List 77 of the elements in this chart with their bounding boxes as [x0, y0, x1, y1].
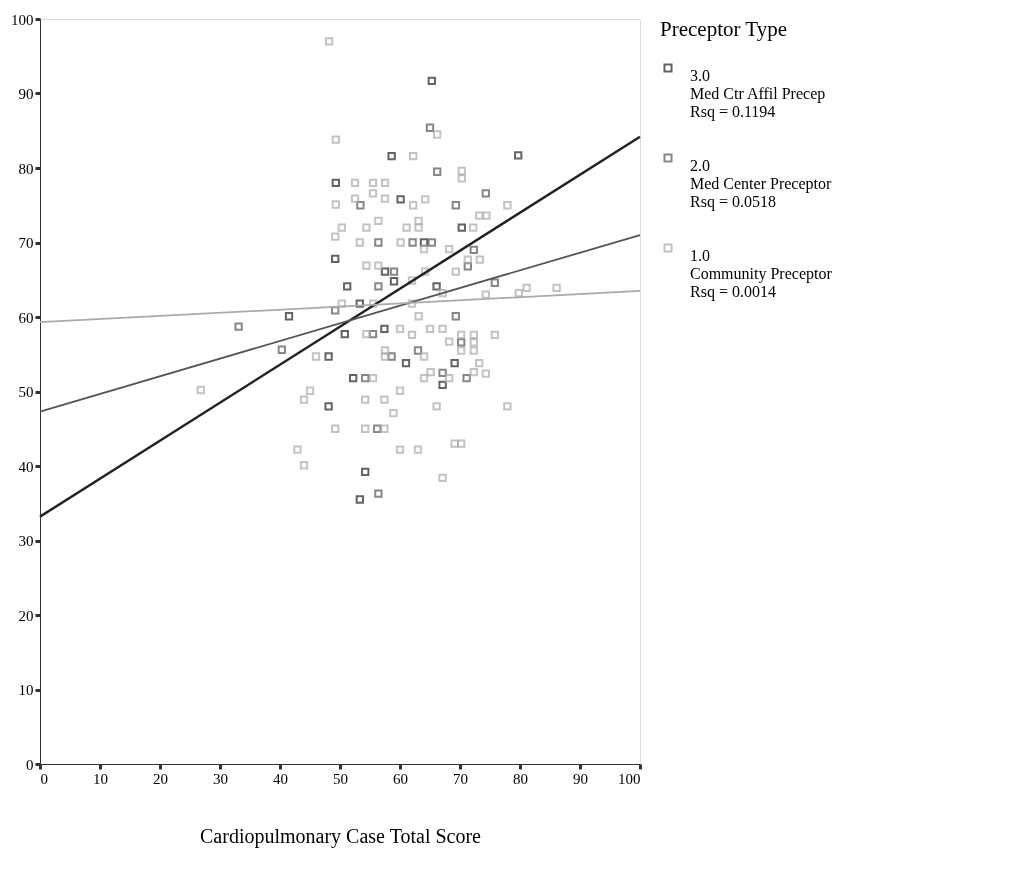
- x-tick-label: 50: [333, 770, 348, 787]
- legend-label: 3.0 Med Ctr Affil Precep Rsq = 0.1194: [690, 67, 826, 121]
- point: [396, 195, 405, 204]
- point: [450, 359, 459, 368]
- x-tick-label: 10: [93, 770, 108, 787]
- point: [380, 267, 390, 276]
- x-tick-label: 70: [453, 770, 468, 787]
- point: [331, 178, 340, 188]
- x-tick-label: 20: [153, 770, 168, 787]
- x-tick-label: 90: [573, 770, 588, 787]
- point: [514, 151, 523, 160]
- point: [374, 489, 383, 498]
- legend-label: 2.0 Med Center Preceptor Rsq = 0.0518: [690, 157, 832, 211]
- point: [374, 238, 383, 247]
- point: [438, 380, 447, 389]
- point: [432, 282, 441, 291]
- point: [361, 373, 370, 383]
- x-tick-label: 80: [513, 770, 528, 787]
- point: [324, 402, 333, 411]
- x-tick-label: 40: [273, 770, 288, 787]
- point: [368, 329, 378, 339]
- point: [373, 424, 382, 433]
- point: [277, 345, 286, 354]
- point: [451, 201, 460, 210]
- y-tick-label: 10: [18, 682, 34, 698]
- point: [413, 346, 423, 355]
- y-tick-label: 70: [18, 235, 34, 251]
- point: [355, 299, 364, 308]
- point: [387, 352, 396, 361]
- point: [349, 373, 358, 383]
- point: [234, 322, 243, 331]
- point: [433, 167, 442, 176]
- point: [356, 201, 365, 210]
- point: [389, 277, 399, 286]
- legend-label: 1.0 Community Preceptor Rsq = 0.0014: [690, 247, 833, 301]
- point: [387, 151, 396, 161]
- point: [427, 238, 436, 247]
- point: [490, 278, 499, 287]
- legend-title: Preceptor Type: [660, 17, 788, 41]
- point: [457, 223, 466, 232]
- y-tick-label: 0: [26, 756, 34, 773]
- point: [380, 324, 389, 334]
- point: [481, 189, 490, 198]
- point: [462, 373, 471, 383]
- y-tick-label: 20: [18, 607, 34, 624]
- point: [451, 312, 460, 321]
- point: [374, 282, 383, 291]
- y-tick-label: 90: [18, 86, 34, 102]
- point: [331, 254, 340, 264]
- y-tick-label: 100: [11, 11, 34, 28]
- point: [340, 329, 349, 339]
- point: [408, 238, 417, 247]
- y-tick-label: 50: [18, 384, 34, 400]
- point: [284, 312, 294, 321]
- point: [463, 262, 472, 271]
- y-tick-label: 40: [18, 458, 34, 475]
- point: [355, 495, 364, 504]
- point: [324, 352, 333, 361]
- point: [425, 123, 435, 132]
- y-tick-label: 60: [18, 309, 34, 326]
- x-tick-label: 60: [393, 770, 408, 787]
- x-tick-label: 30: [213, 770, 228, 787]
- point: [389, 267, 399, 276]
- point: [401, 359, 411, 368]
- point: [438, 368, 447, 378]
- point: [331, 306, 340, 315]
- point: [457, 338, 466, 347]
- point: [361, 467, 370, 477]
- point: [469, 245, 478, 255]
- point: [419, 238, 429, 247]
- point: [343, 282, 352, 291]
- point: [427, 76, 436, 85]
- y-tick-label: 80: [18, 160, 34, 177]
- y-tick-label: 30: [18, 533, 34, 549]
- x-axis-title: Cardiopulmonary Case Total Score: [200, 824, 482, 848]
- x-tick-label: 100: [618, 770, 641, 787]
- x-tick-label: 0: [40, 770, 48, 787]
